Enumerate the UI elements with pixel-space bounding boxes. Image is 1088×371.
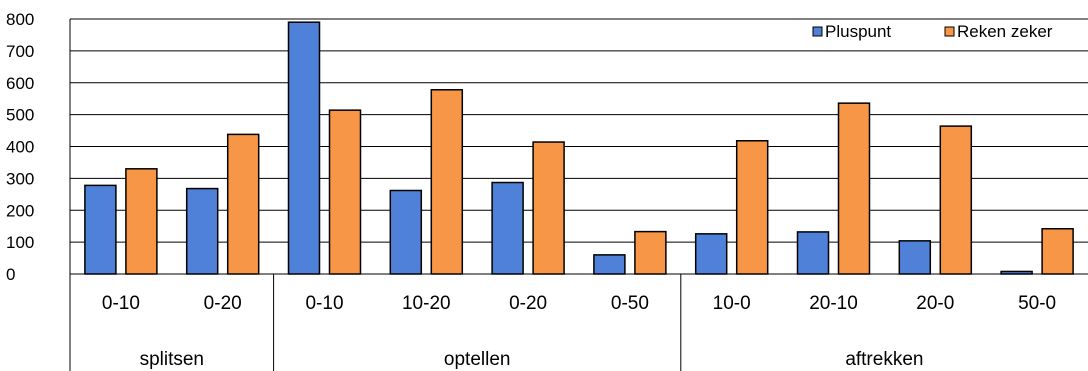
bar-reken-zeker — [328, 109, 362, 275]
bar-reken-zeker — [125, 168, 158, 275]
bars — [84, 21, 1074, 275]
bar-pluspunt — [84, 184, 117, 275]
bar-pluspunt — [593, 254, 626, 275]
legend: Pluspunt Reken zeker — [812, 22, 1053, 41]
bar-pluspunt — [898, 240, 932, 275]
bar-reken-zeker — [1041, 227, 1074, 275]
bar-pluspunt — [1000, 270, 1033, 275]
y-tick-label: 800 — [6, 10, 34, 29]
x-tick-label: 0-10 — [102, 293, 140, 314]
bar-pluspunt — [491, 181, 524, 275]
bar-reken-zeker — [735, 140, 769, 275]
y-tick-label: 300 — [6, 169, 34, 188]
bar-pluspunt — [287, 21, 321, 275]
bar-reken-zeker — [837, 102, 871, 275]
y-axis-tick-labels: 0 100 200 300 400 500 600 700 800 — [6, 10, 34, 284]
x-tick-label: 0-10 — [305, 293, 343, 314]
bar-reken-zeker — [430, 89, 464, 275]
bar-reken-zeker — [939, 125, 973, 275]
x-tick-label: 0-20 — [204, 293, 242, 314]
group-label: splitsen — [140, 349, 204, 370]
x-tick-label: 20-0 — [916, 293, 954, 314]
x-tick-label: 10-20 — [402, 293, 451, 314]
bar-pluspunt — [694, 233, 728, 275]
bar-reken-zeker — [226, 133, 260, 275]
y-tick-label: 100 — [6, 233, 34, 252]
bar-pluspunt — [796, 231, 830, 275]
y-tick-label: 600 — [6, 74, 34, 93]
y-tick-label: 400 — [6, 138, 34, 157]
bar-reken-zeker — [634, 230, 667, 275]
bar-pluspunt — [185, 187, 219, 275]
y-tick-label: 500 — [6, 106, 34, 125]
legend-label: Reken zeker — [957, 22, 1053, 41]
gridlines — [69, 18, 1088, 275]
x-tick-label: 10-0 — [713, 293, 751, 314]
bar-reken-zeker — [532, 141, 565, 275]
legend-label: Pluspunt — [825, 22, 891, 41]
y-tick-label: 700 — [6, 42, 34, 61]
x-tick-label: 0-50 — [611, 293, 649, 314]
y-tick-label: 0 — [6, 265, 15, 284]
x-tick-label: 50-0 — [1018, 293, 1056, 314]
x-tick-label: 0-20 — [509, 293, 547, 314]
group-label: aftrekken — [845, 349, 923, 370]
group-label: optellen — [444, 349, 511, 370]
legend-swatch — [812, 26, 823, 37]
x-tick-label: 20-10 — [809, 293, 858, 314]
x-axis: 0-10 0-20 0-10 10-20 0-20 0-50 10-0 20-10 20-0 50… — [69, 274, 1056, 371]
bar-pluspunt — [389, 189, 423, 275]
legend-swatch — [944, 26, 955, 37]
y-tick-label: 200 — [6, 201, 34, 220]
